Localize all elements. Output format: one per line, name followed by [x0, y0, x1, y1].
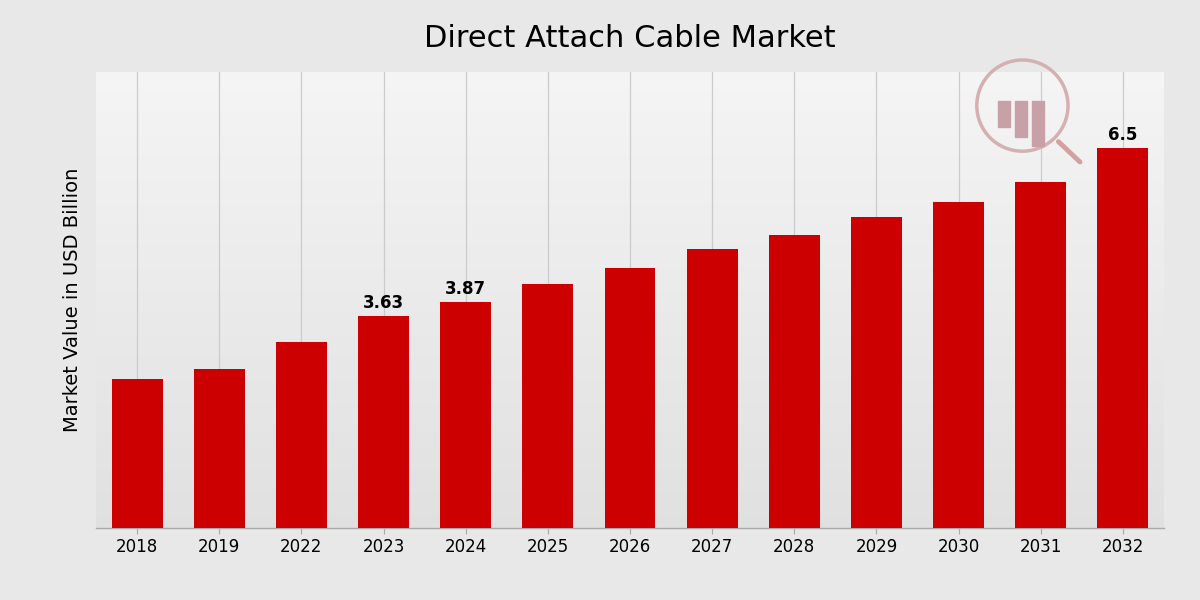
Text: 3.63: 3.63: [362, 294, 404, 312]
Bar: [112, 379, 162, 528]
Bar: [1015, 101, 1027, 137]
Bar: [193, 369, 245, 528]
Text: 3.87: 3.87: [445, 280, 486, 298]
Title: Direct Attach Cable Market: Direct Attach Cable Market: [424, 24, 836, 53]
Bar: [605, 268, 655, 528]
Bar: [358, 316, 409, 528]
Bar: [851, 217, 902, 528]
Bar: [769, 235, 820, 528]
Bar: [1015, 182, 1067, 528]
Bar: [1032, 101, 1044, 146]
Bar: [440, 302, 491, 528]
Text: 6.5: 6.5: [1109, 127, 1138, 145]
Bar: [934, 202, 984, 528]
Bar: [1098, 148, 1148, 528]
Y-axis label: Market Value in USD Billion: Market Value in USD Billion: [64, 168, 82, 432]
Bar: [276, 342, 326, 528]
Bar: [998, 101, 1010, 127]
Bar: [522, 284, 574, 528]
Bar: [686, 249, 738, 528]
